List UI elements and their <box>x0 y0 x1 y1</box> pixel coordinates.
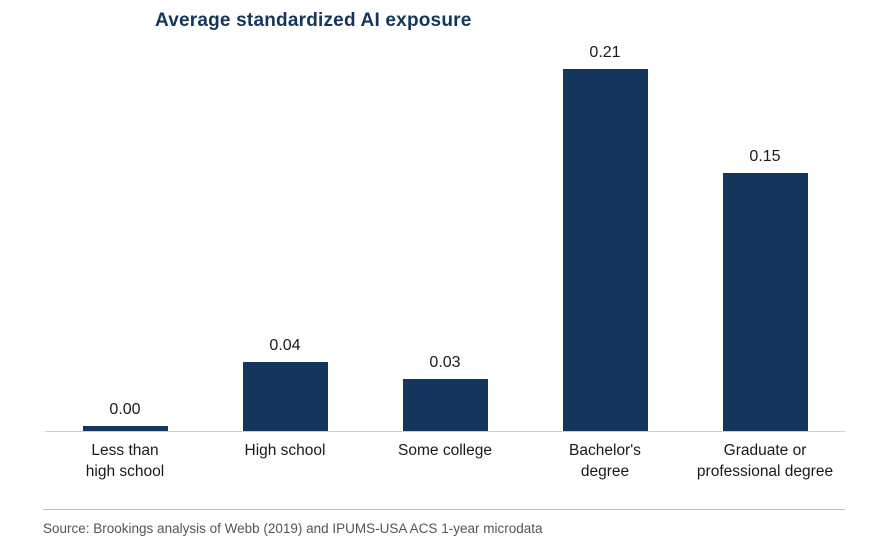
bar-column: 0.04 <box>205 337 365 431</box>
source-text: Source: Brookings analysis of Webb (2019… <box>43 520 543 536</box>
bar-column: 0.00 <box>45 401 205 431</box>
x-axis-label: Some college <box>398 442 492 459</box>
bar <box>82 426 168 431</box>
bar-value-label: 0.00 <box>109 401 141 418</box>
x-axis-label: High school <box>244 442 326 459</box>
bar-value-label: 0.21 <box>589 44 621 61</box>
source-note: Source: Brookings analysis of Webb (2019… <box>43 508 845 538</box>
plot-area: 0.00 0.04 0.03 0.21 0.15 <box>45 34 845 432</box>
bars-container: 0.00 0.04 0.03 0.21 0.15 <box>45 34 845 431</box>
x-axis-label: Less than high school <box>85 442 165 480</box>
bar-column: 0.21 <box>525 44 685 431</box>
bar-column: 0.03 <box>365 354 525 431</box>
bar-value-label: 0.04 <box>269 337 301 354</box>
bar <box>722 173 808 431</box>
bar <box>562 69 648 431</box>
bar-value-label: 0.03 <box>429 354 461 371</box>
bar-value-label: 0.15 <box>749 148 781 165</box>
bar <box>402 379 488 431</box>
x-axis-labels: Less than high school High school Some col… <box>45 441 845 483</box>
x-axis-label: Bachelor's degree <box>569 442 641 480</box>
x-axis-label: Graduate or professional degree <box>696 442 834 480</box>
bar <box>242 362 328 431</box>
bar-column: 0.15 <box>685 148 845 431</box>
chart-title: Average standardized AI exposure <box>155 10 472 31</box>
